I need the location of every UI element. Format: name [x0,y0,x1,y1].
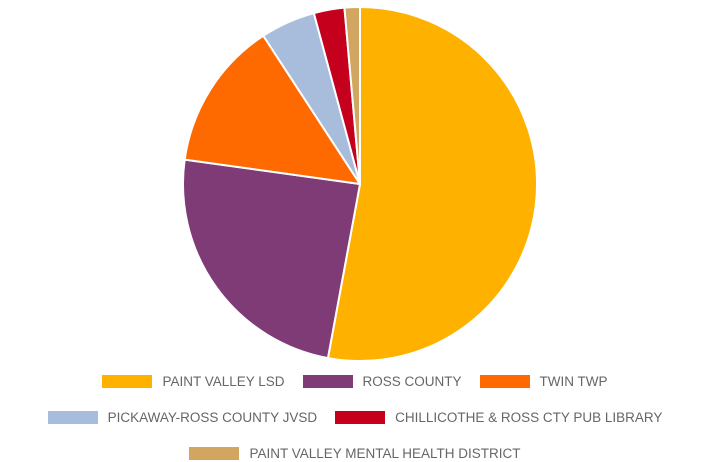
legend-swatch-5 [189,446,240,460]
pie-slice-2[interactable] [183,34,361,185]
legend-label-3: PICKAWAY-ROSS COUNTY JVSD [107,409,318,425]
legend-label-2: TWIN TWP [539,373,608,389]
legend-item-4[interactable]: CHILLICOTHE & ROSS CTY PUB LIBRARY [335,408,662,426]
pie-slice-5[interactable] [343,5,361,185]
legend-item-0[interactable]: PAINT VALLEY LSD [102,372,285,390]
legend-label-4: CHILLICOTHE & ROSS CTY PUB LIBRARY [395,409,663,425]
legend-item-5[interactable]: PAINT VALLEY MENTAL HEALTH DISTRICT [189,444,521,462]
legend-swatch-1 [302,374,353,388]
legend-swatch-4 [335,410,386,424]
legend-swatch-0 [102,374,153,388]
legend-label-0: PAINT VALLEY LSD [162,373,285,389]
pie-slice-1[interactable] [182,158,361,360]
chart-legend: PAINT VALLEY LSD ROSS COUNTY TWIN TWP PICKA… [0,372,710,462]
legend-item-1[interactable]: ROSS COUNTY [302,372,462,390]
legend-swatch-3 [47,410,98,424]
legend-swatch-2 [479,374,530,388]
legend-label-1: ROSS COUNTY [362,373,462,389]
legend-item-3[interactable]: PICKAWAY-ROSS COUNTY JVSD [47,408,318,426]
pie-slice-0[interactable] [326,6,538,362]
legend-label-5: PAINT VALLEY MENTAL HEALTH DISTRICT [249,445,521,461]
legend-item-2[interactable]: TWIN TWP [479,372,608,390]
